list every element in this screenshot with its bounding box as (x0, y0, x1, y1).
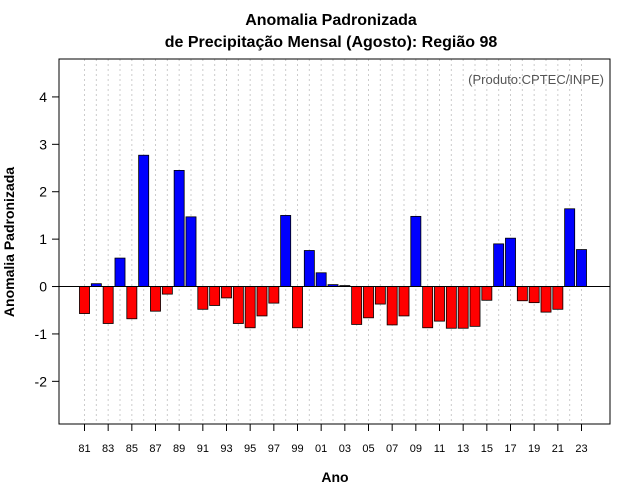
bar-1992 (209, 286, 221, 306)
x-axis-label: Ano (321, 469, 348, 485)
chart-title-line1: Anomalia Padronizada (245, 12, 417, 29)
bar-1996 (256, 286, 268, 317)
bar-2015 (481, 286, 493, 301)
vertical-gridlines (84, 59, 582, 424)
bar-1999 (292, 286, 303, 329)
bar-2017 (505, 237, 516, 287)
bar-2011 (434, 286, 445, 322)
x-tick-label: 13 (457, 443, 469, 455)
x-tick-label: 95 (244, 443, 256, 455)
bar-2020 (540, 286, 552, 313)
bar-1998 (280, 215, 292, 287)
x-tick-label: 19 (528, 443, 540, 455)
bar-2022 (564, 208, 576, 287)
x-tick-label: 09 (410, 443, 422, 455)
y-axis: -2 -1 0 1 2 3 4 (35, 89, 59, 389)
x-tick-label: 07 (386, 443, 398, 455)
bar-1985 (126, 286, 138, 320)
y-tick-label: 4 (39, 89, 47, 105)
bar-2019 (528, 286, 540, 304)
x-tick-label: 01 (315, 443, 327, 455)
x-tick-label: 05 (362, 443, 374, 455)
y-tick-label: -1 (35, 326, 48, 342)
bar-1988 (161, 286, 173, 295)
bar-1991 (197, 286, 209, 310)
bar-2007 (386, 286, 398, 326)
x-tick-label: 15 (481, 443, 493, 455)
y-tick-label: 1 (39, 231, 47, 247)
x-tick-label: 87 (149, 443, 161, 455)
bar-2009 (410, 215, 422, 287)
bar-1989 (173, 169, 185, 287)
bar-2010 (422, 286, 434, 329)
y-tick-label: -2 (35, 373, 48, 389)
credit-label: (Produto:CPTEC/INPE) (468, 72, 604, 87)
x-tick-label: 81 (78, 443, 90, 455)
bar-1983 (102, 286, 114, 324)
bar-1997 (268, 286, 280, 304)
y-tick-label: 0 (39, 279, 47, 295)
bar-2016 (493, 243, 505, 287)
bar-1986 (138, 154, 150, 287)
bar-2000 (303, 250, 315, 287)
bar-2001 (315, 272, 327, 287)
bar-2012 (445, 286, 457, 329)
bar-2008 (398, 286, 410, 317)
x-tick-label: 23 (575, 443, 587, 455)
plot-frame (58, 58, 611, 425)
bar-2014 (469, 286, 481, 327)
bars-group (79, 154, 587, 329)
x-tick-label: 21 (552, 443, 564, 455)
x-tick-label: 85 (126, 443, 138, 455)
x-tick-label: 97 (268, 443, 280, 455)
chart-title-line2: de Precipitação Mensal (Agosto): Região … (165, 34, 498, 51)
bar-1987 (150, 286, 161, 312)
bar-2018 (516, 286, 528, 302)
y-axis-label: Anomalia Padronizada (1, 167, 17, 317)
bar-2006 (374, 286, 386, 305)
x-tick-label: 03 (339, 443, 351, 455)
bar-1994 (232, 286, 244, 324)
bar-1995 (244, 286, 256, 329)
bar-2021 (552, 286, 564, 310)
bar-2023 (576, 249, 587, 287)
bar-2005 (363, 286, 374, 319)
bar-2013 (457, 286, 469, 329)
y-tick-label: 2 (39, 184, 47, 200)
y-tick-label: 3 (39, 136, 47, 152)
bar-1993 (221, 286, 232, 299)
bar-1984 (114, 257, 126, 287)
x-tick-label: 99 (291, 443, 303, 455)
bar-1990 (185, 216, 197, 287)
x-tick-label: 83 (102, 443, 114, 455)
x-tick-label: 91 (197, 443, 209, 455)
x-tick-label: 89 (173, 443, 185, 455)
x-tick-label: 11 (434, 443, 445, 455)
bar-2004 (351, 286, 363, 325)
bar-1981 (79, 286, 90, 314)
x-axis: 81 83 85 87 89 91 93 95 97 99 01 03 05 07 09 11 13 15 17 19… (78, 424, 588, 455)
x-tick-label: 93 (220, 443, 232, 455)
x-tick-label: 17 (504, 443, 516, 455)
